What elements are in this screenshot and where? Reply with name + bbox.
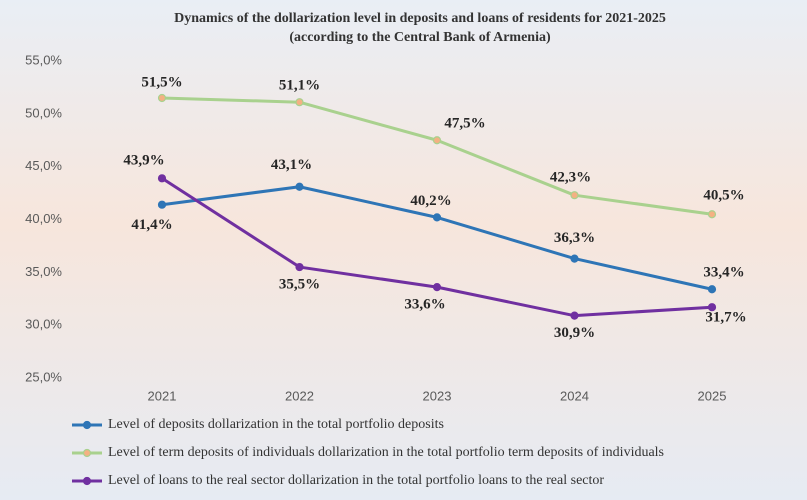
data-label: 31,7% [705, 310, 746, 326]
y-tick-label: 25,0% [25, 369, 62, 384]
marker [570, 311, 579, 320]
y-tick-label: 45,0% [25, 158, 62, 173]
data-label: 40,5% [703, 188, 744, 204]
data-label: 42,3% [550, 170, 591, 186]
legend-label: Level of term deposits of individuals do… [108, 445, 664, 460]
marker [295, 98, 304, 107]
data-label: 33,4% [703, 265, 744, 281]
x-tick-label: 2023 [423, 388, 452, 403]
marker [707, 303, 717, 312]
x-tick-label: 2021 [148, 388, 177, 403]
data-label: 35,5% [279, 276, 320, 292]
chart-subtitle: (according to the Central Bank of Armeni… [289, 30, 551, 45]
legend-marker [82, 476, 92, 486]
marker [432, 136, 442, 145]
marker [295, 182, 304, 191]
data-label: 43,1% [271, 157, 312, 173]
legend-marker [82, 420, 92, 430]
marker [707, 210, 717, 219]
marker [570, 191, 579, 200]
marker [295, 262, 304, 272]
marker [432, 283, 442, 292]
marker [570, 254, 579, 263]
marker [157, 200, 167, 209]
y-tick-label: 40,0% [25, 211, 62, 226]
data-label: 40,2% [410, 193, 451, 209]
data-label: 30,9% [554, 325, 595, 341]
y-tick-label: 55,0% [25, 52, 62, 67]
data-label: 33,6% [404, 297, 445, 313]
chart-title: Dynamics of the dollarization level in d… [174, 11, 666, 26]
y-tick-label: 50,0% [25, 105, 62, 120]
y-tick-label: 35,0% [25, 264, 62, 279]
legend-marker [82, 448, 92, 458]
marker [707, 285, 717, 294]
y-tick-label: 30,0% [25, 317, 62, 332]
data-label: 43,9% [123, 153, 164, 169]
x-tick-label: 2025 [698, 388, 727, 403]
marker [432, 213, 442, 222]
x-tick-label: 2022 [285, 388, 314, 403]
marker [157, 174, 167, 183]
data-label: 51,5% [141, 74, 182, 90]
x-tick-label: 2024 [560, 388, 589, 403]
legend-label: Level of loans to the real sector dollar… [108, 473, 604, 488]
legend-label: Level of deposits dollarization in the t… [108, 417, 444, 432]
marker [157, 93, 167, 103]
data-label: 51,1% [279, 78, 320, 94]
data-label: 36,3% [554, 230, 595, 246]
data-label: 47,5% [444, 116, 485, 132]
data-label: 41,4% [131, 217, 172, 233]
